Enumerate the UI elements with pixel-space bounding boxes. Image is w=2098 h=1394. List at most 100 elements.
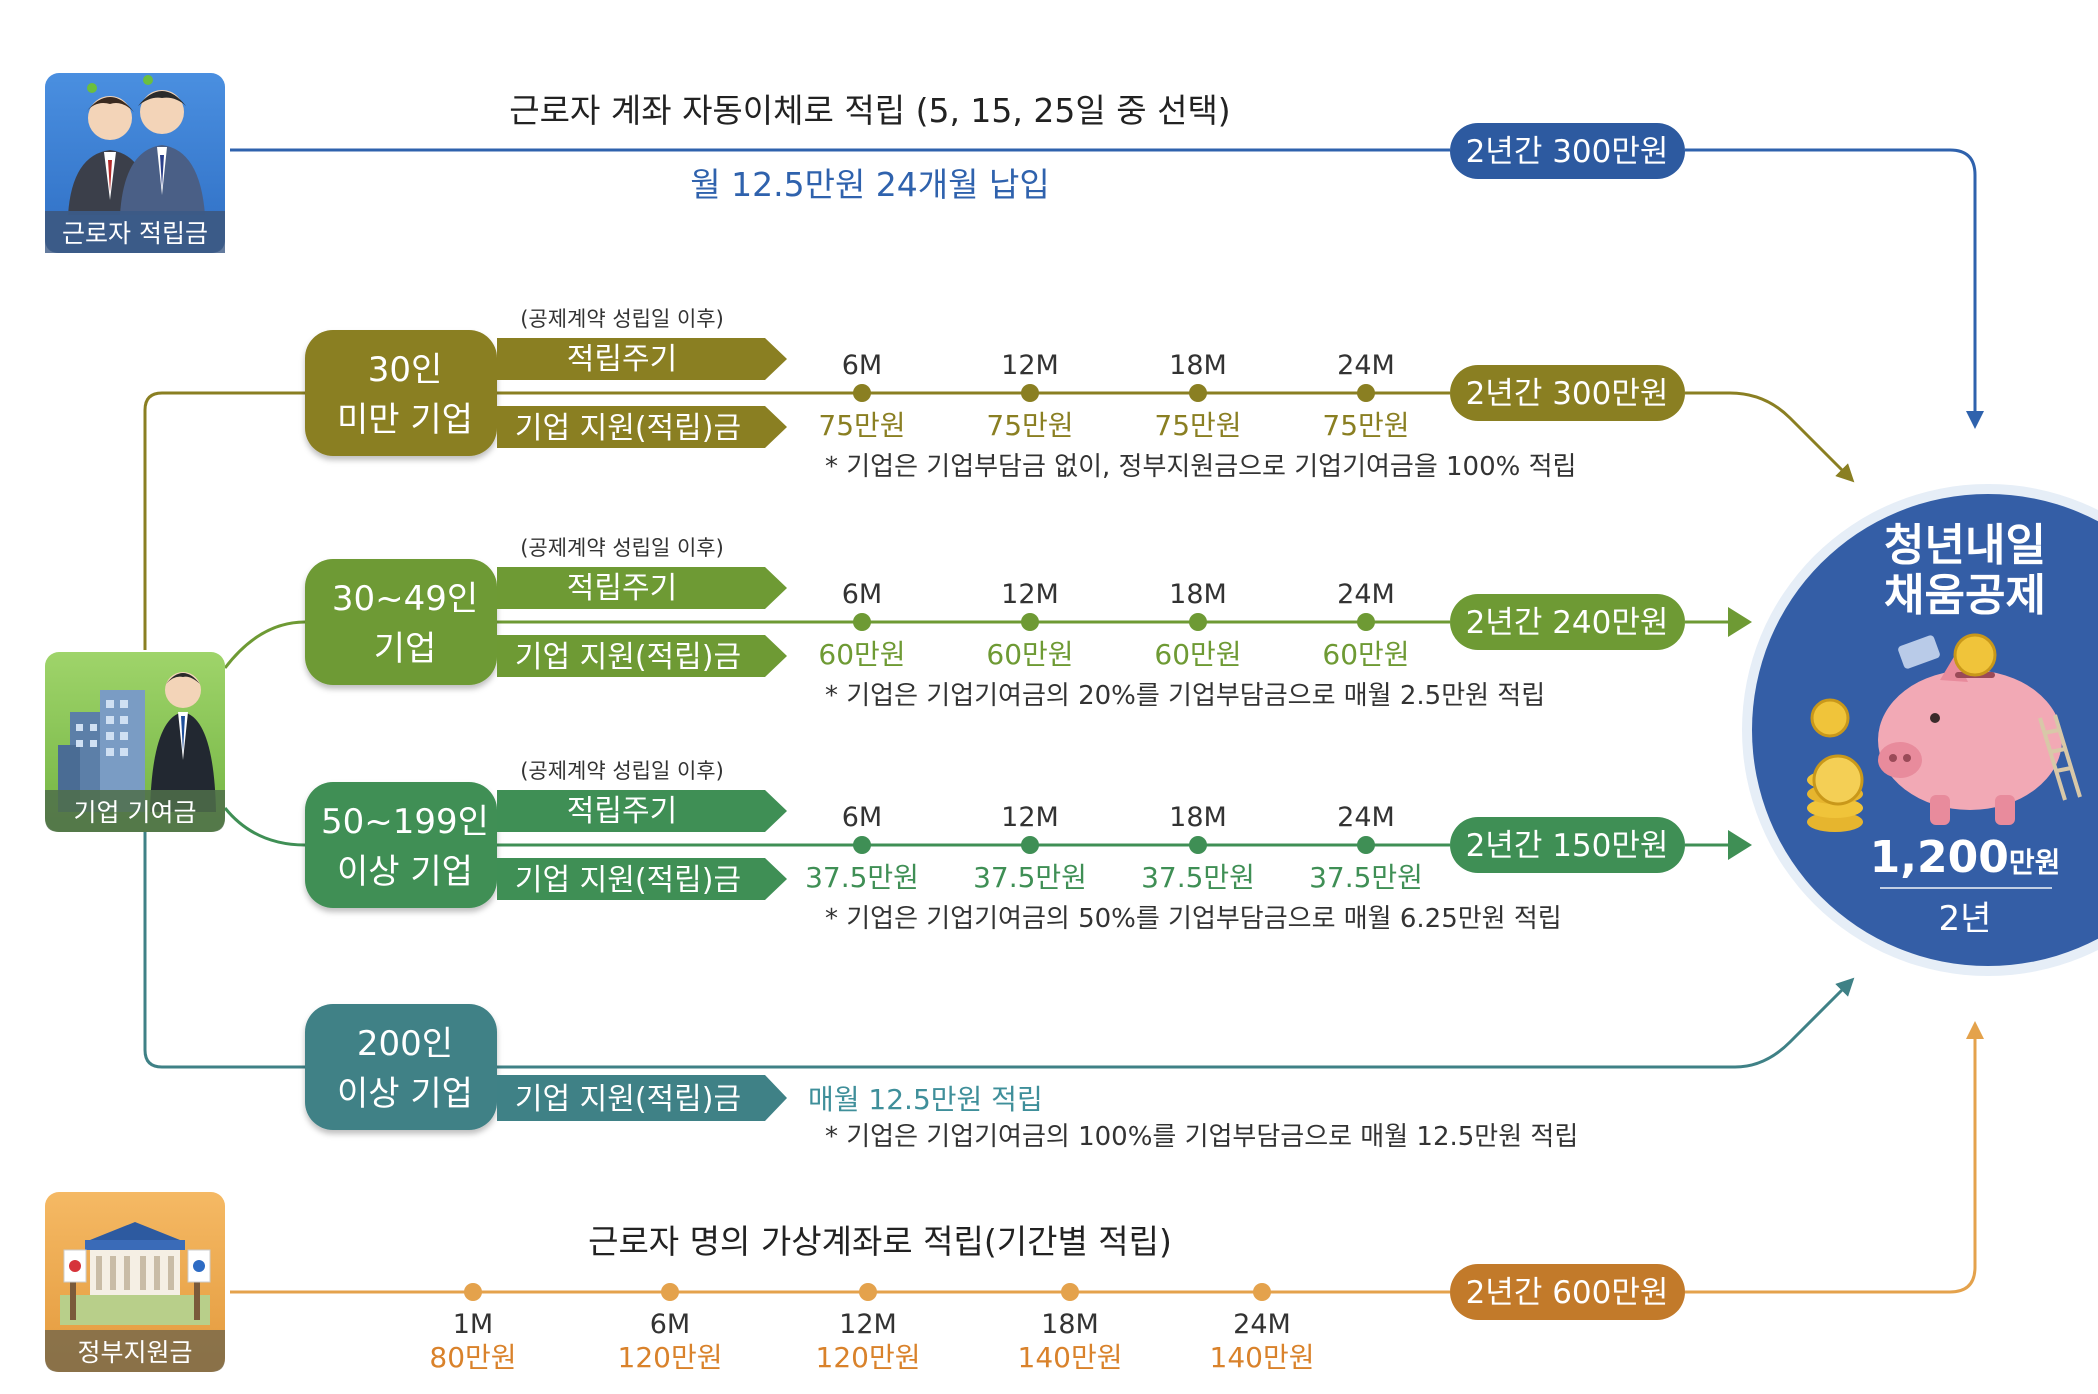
tier-support-tag (497, 635, 787, 677)
tier-condition: (공제계약 성립일 이후) (520, 759, 724, 783)
gov-milestone-month: 18M (1041, 1309, 1099, 1340)
gov-milestone-amount: 140만원 (1018, 1341, 1123, 1374)
connector-lines (143, 148, 1984, 1294)
company-source-card: 기업 기여금 (45, 652, 225, 832)
tier-name-box (305, 330, 497, 456)
tier-milestone-dot (1021, 836, 1039, 854)
tier-total-text: 2년간 300만원 (1466, 376, 1669, 412)
tier-milestone-dot (853, 613, 871, 631)
tier-milestone-dot (853, 836, 871, 854)
gov-milestone-dot (1253, 1283, 1271, 1301)
tier-note: * 기업은 기업부담금 없이, 정부지원금으로 기업기여금을 100% 적립 (825, 452, 1576, 482)
result-amount-unit: 만원 (2009, 846, 2061, 879)
tier-name-box (305, 782, 497, 908)
gov-total-text: 2년간 600만원 (1466, 1275, 1669, 1311)
tier-support-label: 기업 지원(적립)금 (515, 640, 741, 675)
worker-row-subtitle: 월 12.5만원 24개월 납입 (690, 165, 1049, 204)
tier-milestone-month: 24M (1337, 802, 1395, 833)
tier-note: * 기업은 기업기여금의 100%를 기업부담금으로 매월 12.5만원 적립 (825, 1122, 1578, 1152)
gov-milestone-month: 1M (453, 1309, 493, 1340)
tier-cycle-tag (497, 338, 787, 380)
tier-condition: (공제계약 성립일 이후) (520, 536, 724, 560)
company-branch-tier3 (223, 807, 306, 847)
tier-name-line2: 이상 기업 (337, 852, 473, 892)
tier-total-pill (1450, 365, 1685, 421)
tier-name-box (305, 1004, 497, 1130)
tier3-arrow-head (1728, 830, 1752, 860)
tier-name-line1: 30~49인 (332, 579, 478, 619)
tier-monthly-text: 매월 12.5만원 적립 (808, 1083, 1043, 1116)
gov-milestone-dot (661, 1283, 679, 1301)
result-amount: 1,200만원 (1870, 832, 2061, 883)
result-title-line1: 청년내일 (1884, 520, 2046, 571)
tier-cycle-tag (497, 567, 787, 609)
tier-milestone-amount: 37.5만원 (1309, 861, 1423, 894)
tier-milestone-amount: 75만원 (1154, 409, 1241, 442)
piggy-bank-icon (1807, 633, 2082, 832)
tier-milestone-dot (1189, 836, 1207, 854)
government-building-icon (60, 1222, 211, 1325)
tier-support-tag (497, 858, 787, 900)
tier-name-line1: 200인 (357, 1024, 453, 1064)
tier-milestone-month: 12M (1001, 802, 1059, 833)
tier-milestone-amount: 60만원 (818, 638, 905, 671)
tier-milestone-month: 12M (1001, 350, 1059, 381)
workers-illustration-icon (68, 75, 205, 215)
tier-support-tag (497, 406, 787, 448)
gov-milestone-amount: 120만원 (816, 1341, 921, 1374)
tier-support-label: 기업 지원(적립)금 (515, 1082, 741, 1117)
gov-milestone-month: 6M (650, 1309, 690, 1340)
tier-milestone-dot (1189, 613, 1207, 631)
tier-milestone-amount: 60만원 (1322, 638, 1409, 671)
tier-milestone-amount: 75만원 (1322, 409, 1409, 442)
tier-name-box (305, 559, 497, 685)
company-trunk-bottom (143, 825, 305, 1069)
result-amount-number: 1,200 (1870, 832, 2009, 883)
tier-support-tag (497, 1075, 787, 1121)
tier4-to-result-arrow (485, 977, 1855, 1069)
tier-note: * 기업은 기업기여금의 50%를 기업부담금으로 매월 6.25만원 적립 (825, 904, 1562, 934)
gov-milestone-month: 12M (839, 1309, 897, 1340)
tier-name-line1: 30인 (368, 350, 443, 390)
tier-milestone-amount: 75만원 (818, 409, 905, 442)
worker-total-pill: 2년간 300만원 (1450, 123, 1685, 179)
tier-milestone-dot (853, 384, 871, 402)
tier-total-pill (1450, 594, 1685, 650)
gov-milestone-amount: 80만원 (429, 1341, 516, 1374)
worker-total-text: 2년간 300만원 (1466, 134, 1669, 170)
tier-condition: (공제계약 성립일 이후) (520, 307, 724, 331)
tier-note: * 기업은 기업기여금의 20%를 기업부담금으로 매월 2.5만원 적립 (825, 681, 1545, 711)
tier-total-pill (1450, 817, 1685, 873)
government-source-label: 정부지원금 (77, 1338, 192, 1367)
tier-milestone-dot (1021, 384, 1039, 402)
tier-cycle-tag (497, 790, 787, 832)
tier-milestone-month: 18M (1169, 579, 1227, 610)
tier-milestone-amount: 75만원 (986, 409, 1073, 442)
result-period: 2년 (1939, 899, 1992, 939)
tier-milestone-amount: 37.5만원 (973, 861, 1087, 894)
tier-name-line2: 이상 기업 (337, 1074, 473, 1114)
tier-milestone-month: 24M (1337, 350, 1395, 381)
tier-milestone-month: 6M (842, 350, 882, 381)
tier-milestone-dot (1357, 384, 1375, 402)
gov-total-pill: 2년간 600만원 (1450, 1264, 1685, 1320)
tier-milestone-amount: 60만원 (986, 638, 1073, 671)
tier-name-line2: 미만 기업 (337, 400, 473, 440)
gov-milestone-dot (859, 1283, 877, 1301)
gov-milestone-dot (464, 1283, 482, 1301)
gov-to-result-arrow (1685, 1021, 1984, 1294)
company-trunk-top (143, 391, 305, 650)
tier2-arrow-head (1728, 607, 1752, 637)
tier-milestone-month: 24M (1337, 579, 1395, 610)
company-source-label: 기업 기여금 (74, 798, 197, 827)
tier-cycle-label: 적립주기 (567, 342, 677, 377)
government-source-card: 정부지원금 (45, 1192, 225, 1372)
tier-milestone-month: 6M (842, 579, 882, 610)
tier-milestone-dot (1021, 613, 1039, 631)
tier-milestone-month: 18M (1169, 802, 1227, 833)
